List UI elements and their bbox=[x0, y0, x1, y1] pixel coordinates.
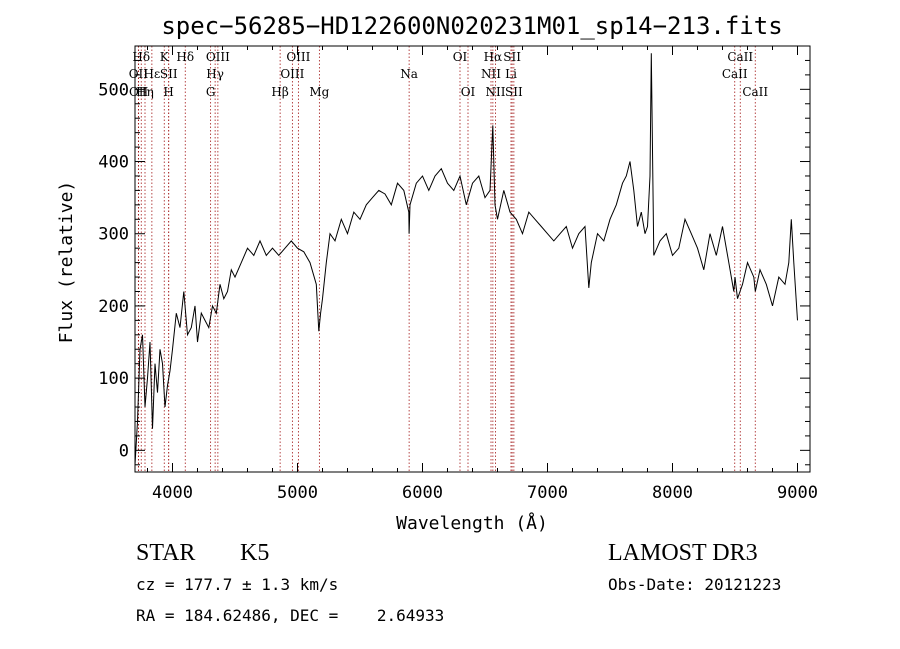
spectral-line-label: OII bbox=[129, 67, 149, 81]
spectral-line-label: Hε bbox=[144, 67, 161, 81]
y-tick-label: 500 bbox=[98, 80, 129, 100]
x-axis-label: Wavelength (Å) bbox=[396, 512, 548, 534]
velocity-readout: cz = 177.7 ± 1.3 km/s bbox=[136, 575, 339, 594]
spectral-line-label: CaII bbox=[742, 85, 768, 99]
x-tick-label: 6000 bbox=[402, 483, 443, 503]
spectral-line-label: G bbox=[206, 85, 216, 99]
spectral-line-label: NII bbox=[486, 85, 506, 99]
spectral-line-label: Hβ bbox=[271, 85, 288, 99]
spectral-line-label: CaII bbox=[722, 67, 748, 81]
spectral-lines bbox=[137, 46, 756, 472]
spectral-line-label: Mg bbox=[309, 85, 329, 99]
spectral-line-label: Hδ bbox=[176, 50, 194, 64]
spectral-line-label: OIII bbox=[206, 50, 230, 64]
spectral-line-label: Hα bbox=[484, 50, 503, 64]
y-tick-label: 100 bbox=[98, 369, 129, 389]
y-axis-label: Flux (relative) bbox=[56, 181, 77, 344]
spectral-line-label: SII bbox=[160, 67, 178, 81]
x-axis: 4000 5000 6000 7000 8000 9000 bbox=[147, 46, 818, 503]
spectral-line-label: Hη bbox=[136, 85, 154, 99]
plot-frame bbox=[134, 45, 811, 473]
y-axis: 0 100 200 300 400 500 bbox=[98, 45, 810, 466]
spectral-line-label: OI bbox=[461, 85, 476, 99]
spectral-line-label: NII bbox=[481, 67, 501, 81]
spectral-line-label: Na bbox=[400, 67, 418, 81]
chart-title: spec−56285−HD122600N020231M01_sp14−213.f… bbox=[161, 12, 782, 40]
x-tick-label: 4000 bbox=[152, 483, 193, 503]
observation-date: Obs-Date: 20121223 bbox=[608, 575, 782, 594]
y-tick-label: 200 bbox=[98, 297, 129, 317]
spectral-line-label: SII bbox=[505, 85, 523, 99]
y-tick-label: 300 bbox=[98, 225, 129, 245]
spectral-line-label: OI bbox=[453, 50, 468, 64]
y-tick-label: 400 bbox=[98, 153, 129, 173]
spectral-line-label: K bbox=[160, 50, 170, 64]
spectral-line-label: OII bbox=[129, 85, 149, 99]
object-class: STAR bbox=[136, 540, 196, 566]
coordinates-readout: RA = 184.62486, DEC = 2.64933 bbox=[136, 606, 445, 625]
y-tick-label: 0 bbox=[119, 441, 129, 461]
spectral-line-label: OIII bbox=[286, 50, 310, 64]
spectral-line-label: Li bbox=[505, 67, 517, 81]
object-subclass: K5 bbox=[240, 540, 270, 566]
x-tick-label: 7000 bbox=[527, 483, 568, 503]
x-tick-label: 8000 bbox=[652, 483, 693, 503]
x-tick-label: 9000 bbox=[777, 483, 818, 503]
spectral-line-label: OIII bbox=[280, 67, 304, 81]
spectral-line-label: CaII bbox=[727, 50, 753, 64]
survey-name: LAMOST DR3 bbox=[608, 540, 758, 566]
x-tick-label: 5000 bbox=[277, 483, 318, 503]
spectral-line-label: Hγ bbox=[206, 67, 224, 81]
spectrum-line bbox=[134, 53, 798, 465]
spectral-line-label: H bbox=[163, 85, 173, 99]
spectral-line-label: SII bbox=[503, 50, 521, 64]
